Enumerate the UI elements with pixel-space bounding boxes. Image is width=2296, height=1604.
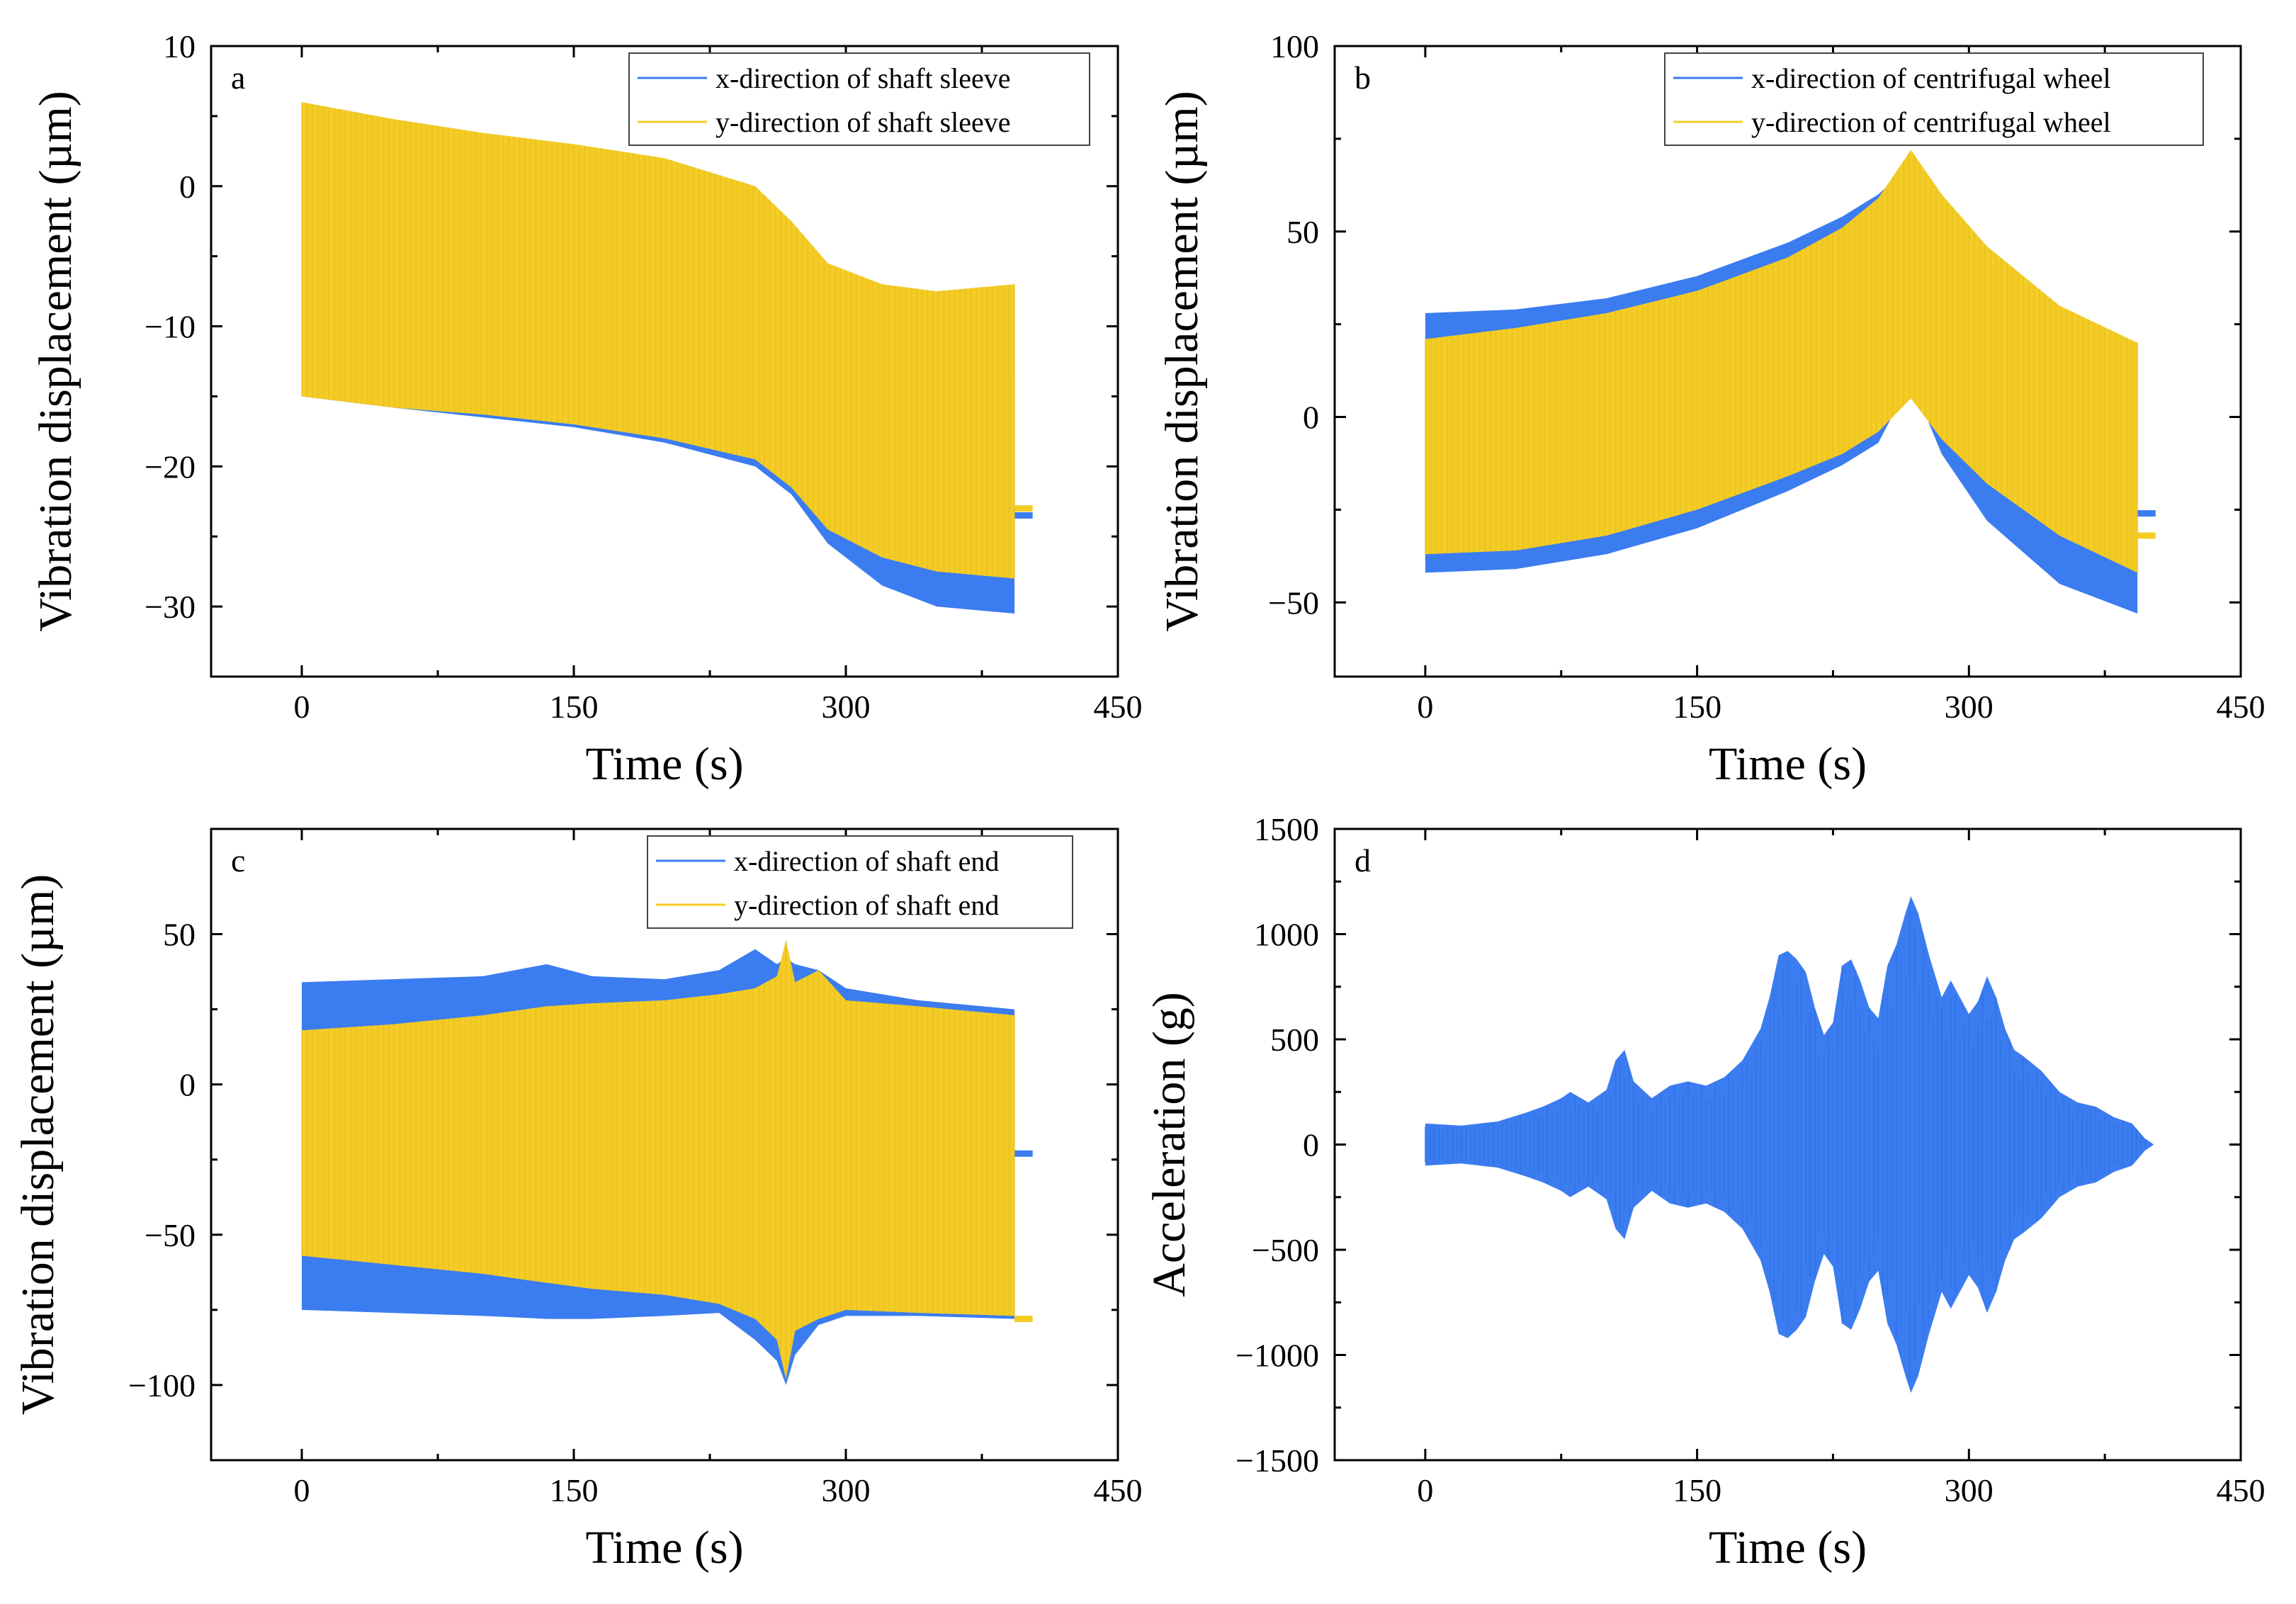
series-acceleration-texture <box>1424 910 2151 1379</box>
axes-frame <box>210 45 1119 678</box>
x-axis-title: Time (s) <box>585 1522 743 1574</box>
series-y-texture <box>301 939 1016 1379</box>
y-tick-label: −50 <box>145 1217 196 1253</box>
panel-c: 0 150 300 450 50 0 −50 −100 Time (s) Vibration di… <box>12 828 1143 1574</box>
axes-frame <box>1333 45 2242 678</box>
y-tick-label: −500 <box>1252 1232 1319 1268</box>
x-tick-label: 450 <box>2217 1472 2266 1508</box>
panel-letter: a <box>231 60 245 96</box>
y-axis-title: Vibration displacement (µm) <box>1156 91 1208 632</box>
x-tick-label: 450 <box>1094 1472 1143 1508</box>
y-tick-label: −1000 <box>1235 1338 1319 1374</box>
y-tick-label: −30 <box>145 589 196 625</box>
plot-area <box>1424 149 2156 614</box>
y-tick-label: −10 <box>145 309 196 345</box>
x-axis-title: Time (s) <box>585 738 743 790</box>
series-band-y <box>302 102 1015 579</box>
panel-b: 0 150 300 450 100 50 0 −50 Time (s) Vibration dis… <box>1156 28 2266 790</box>
x-tick-label: 450 <box>2217 689 2266 725</box>
x-tick-label: 0 <box>294 1472 310 1508</box>
x-tick-label: 450 <box>1094 689 1143 725</box>
y-tick-label: 100 <box>1270 28 1319 64</box>
legend: x-direction of shaft sleeve y-direction o… <box>628 52 1090 146</box>
x-tick-label: 150 <box>550 1472 599 1508</box>
y-tick-label: 0 <box>179 1067 196 1103</box>
legend-box <box>628 52 1090 146</box>
y-axis-title: Vibration displacement (µm) <box>30 91 81 632</box>
y-axis-title: Acceleration (g) <box>1143 992 1195 1297</box>
series-y-texture <box>1424 152 2139 573</box>
legend-entry: y-direction of shaft sleeve <box>716 106 1011 138</box>
legend: x-direction of shaft end y-direction of s… <box>647 835 1073 929</box>
legend-entry: x-direction of shaft sleeve <box>716 62 1011 94</box>
y-tick-label: 0 <box>1303 1127 1319 1163</box>
y-tick-label: 50 <box>1286 214 1319 250</box>
plot-area <box>301 939 1033 1385</box>
x-tick-label: 150 <box>1673 689 1721 725</box>
y-tick-label: 10 <box>163 28 196 64</box>
y-tick-label: −50 <box>1268 584 1319 621</box>
y-tick-label: 1500 <box>1254 811 1319 847</box>
series-acceleration-envelope <box>1425 896 2154 1393</box>
x-tick-label: 0 <box>1417 1472 1433 1508</box>
x-tick-label: 150 <box>550 689 599 725</box>
series-y-texture <box>301 102 1016 579</box>
x-tick-label: 300 <box>822 1472 871 1508</box>
legend-entry: y-direction of centrifugal wheel <box>1751 106 2111 138</box>
x-tick-label: 300 <box>822 689 871 725</box>
x-tick-label: 0 <box>294 689 310 725</box>
legend-box <box>1664 52 2204 146</box>
plot-area <box>1424 896 2154 1393</box>
panel-a: 0 150 300 450 10 0 −10 −20 −30 Time (s) Vibration … <box>30 28 1143 790</box>
panel-letter: c <box>231 842 245 879</box>
y-tick-label: −20 <box>145 448 196 485</box>
legend-entry: x-direction of centrifugal wheel <box>1751 62 2111 94</box>
y-tick-label: −100 <box>128 1367 196 1404</box>
x-tick-label: 300 <box>1945 1472 1994 1508</box>
y-axis-title: Vibration displacement (µm) <box>12 874 64 1416</box>
panel-letter: d <box>1355 842 1371 879</box>
y-tick-label: 1000 <box>1254 917 1319 953</box>
plot-area <box>301 102 1033 614</box>
legend-box <box>647 835 1073 929</box>
x-tick-label: 0 <box>1417 689 1433 725</box>
panel-letter: b <box>1355 60 1371 96</box>
y-tick-label: 50 <box>163 917 196 953</box>
legend-entry: y-direction of shaft end <box>734 889 999 921</box>
x-tick-label: 150 <box>1673 1472 1721 1508</box>
panel-d: 0 150 300 450 1500 1000 500 0 −500 −1000 −1500 Time… <box>1143 811 2266 1574</box>
y-tick-label: 0 <box>1303 400 1319 436</box>
y-tick-label: 500 <box>1270 1022 1319 1058</box>
x-axis-title: Time (s) <box>1709 1522 1867 1574</box>
series-band-y <box>302 939 1015 1379</box>
legend: x-direction of centrifugal wheel y-direct… <box>1664 52 2204 146</box>
axes-frame <box>210 828 1119 1462</box>
x-tick-label: 300 <box>1945 689 1994 725</box>
y-tick-label: −1500 <box>1235 1442 1319 1479</box>
legend-entry: x-direction of shaft end <box>734 845 999 877</box>
x-axis-title: Time (s) <box>1709 738 1867 790</box>
series-band-y <box>1425 149 2138 573</box>
y-tick-label: 0 <box>179 169 196 205</box>
